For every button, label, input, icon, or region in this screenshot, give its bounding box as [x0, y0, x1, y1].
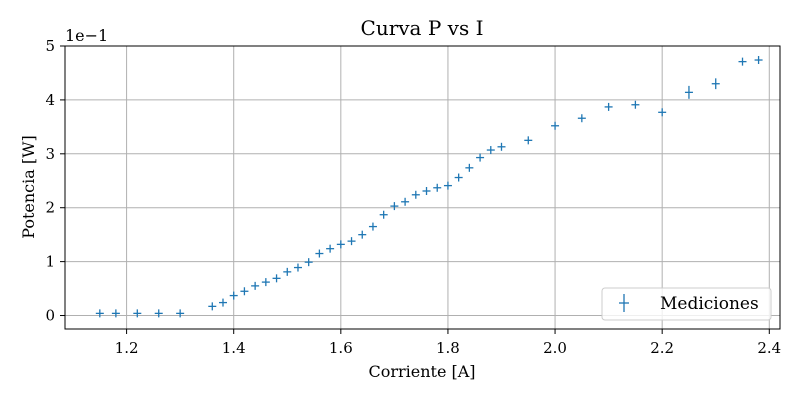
data-point [208, 302, 217, 311]
x-tick-label: 1.4 [222, 339, 246, 357]
data-point [251, 281, 260, 290]
y-tick-label: 1 [45, 253, 55, 271]
data-point [379, 210, 388, 219]
y-tick-label: 4 [45, 91, 55, 109]
data-point [315, 249, 324, 258]
x-tick-label: 1.8 [436, 339, 460, 357]
x-tick-label: 2.0 [543, 339, 567, 357]
data-point [304, 258, 313, 267]
data-point [95, 309, 104, 318]
grid [65, 45, 780, 329]
data-point [411, 190, 420, 199]
series-mediciones [95, 56, 763, 318]
x-axis-label: Corriente [A] [368, 362, 475, 381]
data-point [293, 263, 302, 272]
data-point [133, 309, 142, 318]
axis-ticks: 1.2 1.4 1.6 1.8 2.0 2.2 2.4 0 1 2 3 4 5 [45, 37, 781, 357]
data-point [476, 153, 485, 162]
plot-frame [64, 45, 781, 330]
data-point [631, 100, 640, 109]
data-point [154, 309, 163, 318]
y-axis-label: Potencia [W] [19, 135, 38, 239]
data-point [347, 237, 356, 246]
data-point [604, 102, 613, 111]
data-point [390, 202, 399, 211]
x-tick-label: 2.2 [650, 339, 674, 357]
y-tick-label: 0 [45, 307, 55, 325]
data-point [486, 146, 495, 155]
data-point [401, 197, 410, 206]
data-point [261, 278, 270, 287]
y-tick-label: 5 [45, 37, 55, 55]
data-point [711, 78, 720, 90]
legend-label-mediciones: Mediciones [660, 294, 759, 314]
data-point [336, 240, 345, 249]
y-tick-label: 3 [45, 145, 55, 163]
data-point [111, 309, 120, 318]
data-point [368, 222, 377, 231]
data-point [684, 85, 693, 99]
legend: Mediciones [601, 287, 772, 321]
data-point [443, 181, 452, 190]
data-point [551, 121, 560, 130]
data-point [358, 230, 367, 239]
data-point [454, 173, 463, 182]
data-point [283, 267, 292, 276]
legend-box [601, 287, 772, 321]
x-tick-label: 1.2 [115, 339, 139, 357]
data-point [465, 163, 474, 172]
data-point [738, 57, 747, 66]
data-point [422, 187, 431, 196]
chart-title: Curva P vs I [361, 16, 484, 40]
data-point [240, 287, 249, 296]
data-point [176, 309, 185, 318]
data-point [229, 291, 238, 300]
data-point [218, 298, 227, 307]
data-point [326, 244, 335, 253]
y-tick-label: 2 [45, 199, 55, 217]
y-scale-label: 1e−1 [65, 26, 108, 45]
legend-marker [619, 294, 629, 312]
data-point [433, 183, 442, 192]
data-point [577, 114, 586, 123]
data-point [658, 108, 667, 117]
data-point [272, 274, 281, 283]
x-tick-label: 1.6 [329, 339, 353, 357]
x-tick-label: 2.4 [757, 339, 781, 357]
data-point [524, 136, 533, 145]
data-point [754, 56, 763, 65]
data-point [497, 142, 506, 151]
